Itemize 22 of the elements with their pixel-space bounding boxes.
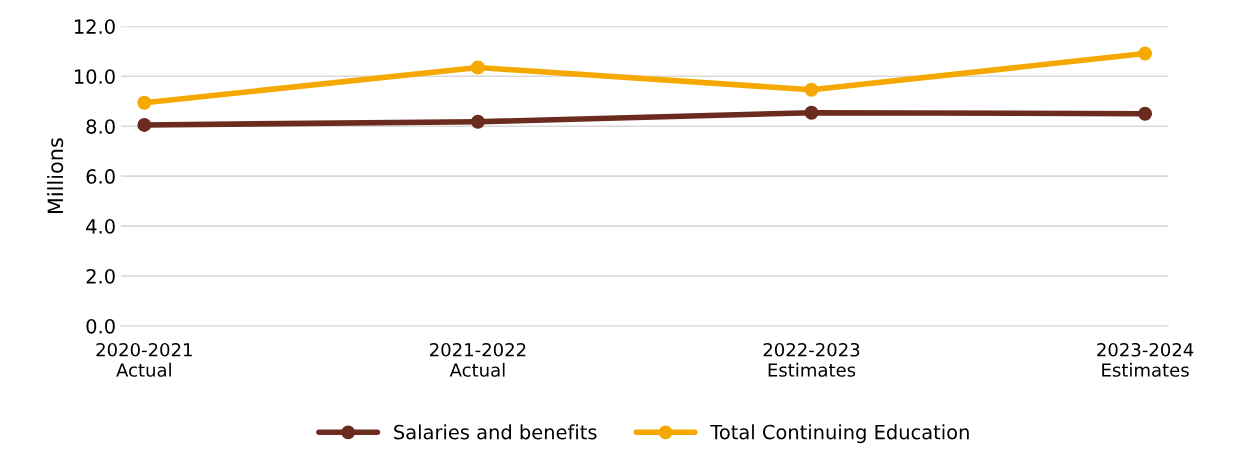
point — [1138, 46, 1153, 61]
x-tick-label: 2020-2021 Actual — [96, 342, 192, 377]
y-tick-label: 6.0 — [86, 169, 115, 184]
point — [137, 95, 152, 110]
point — [137, 118, 152, 132]
x-tick-label: 2022-2023 Estimates — [763, 342, 860, 377]
legend-label: Total Continuing Education — [710, 424, 969, 444]
x-tick-label: 2023-2024 Estimates — [1097, 342, 1194, 377]
y-tick-label: 4.0 — [86, 219, 115, 234]
point — [470, 114, 485, 129]
y-tick-label: 2.0 — [86, 268, 115, 284]
y-tick-label: 12.0 — [74, 19, 115, 34]
x-tick-label: 2021-2022 Actual — [430, 342, 526, 377]
y-tick-label: 10.0 — [74, 69, 115, 84]
y-axis-title: Millions — [47, 138, 64, 214]
y-tick-label: 8.0 — [86, 119, 115, 134]
legend-label: Salaries and benefits — [394, 424, 597, 440]
point — [470, 60, 485, 75]
y-tick-label: 0.0 — [86, 318, 115, 334]
point — [804, 105, 819, 120]
point — [804, 82, 819, 97]
point — [1138, 106, 1153, 121]
